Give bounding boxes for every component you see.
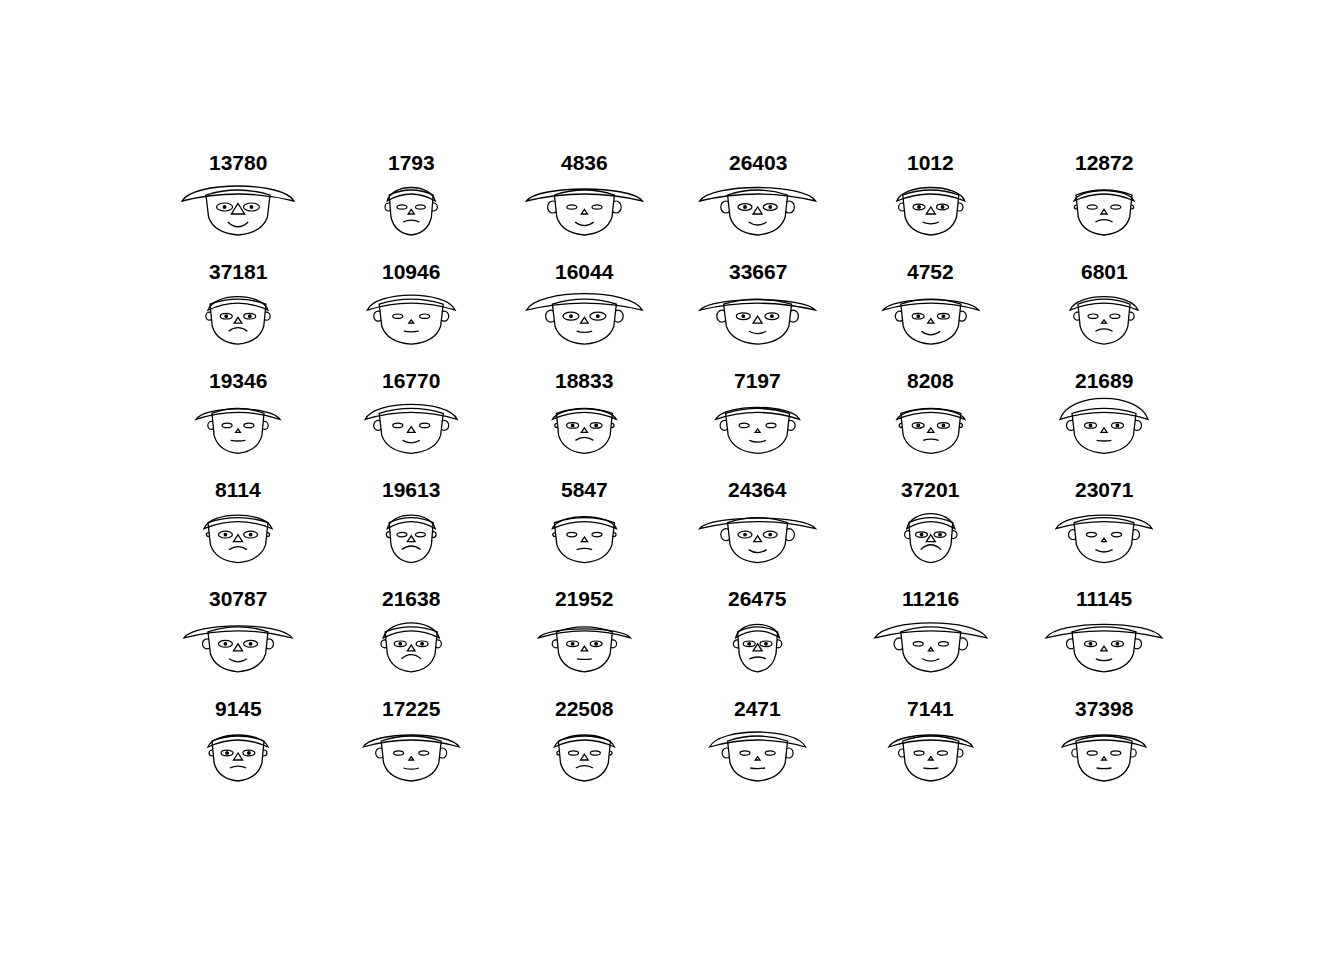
svg-text:17225: 17225 [382,697,441,720]
svg-text:18833: 18833 [555,369,613,392]
svg-text:6801: 6801 [1081,260,1128,283]
svg-text:37201: 37201 [901,478,960,501]
svg-text:22508: 22508 [555,697,614,720]
svg-text:11216: 11216 [902,587,959,610]
svg-text:26403: 26403 [729,151,787,174]
svg-text:7141: 7141 [907,697,954,720]
svg-text:12872: 12872 [1075,151,1133,174]
svg-text:26475: 26475 [728,587,787,610]
svg-text:7197: 7197 [734,369,781,392]
svg-text:1793: 1793 [388,151,435,174]
svg-text:10946: 10946 [382,260,440,283]
svg-text:23071: 23071 [1075,478,1134,501]
svg-text:16044: 16044 [555,260,614,283]
svg-text:21952: 21952 [555,587,613,610]
svg-text:19613: 19613 [382,478,440,501]
svg-text:2471: 2471 [734,697,781,720]
svg-text:37181: 37181 [209,260,268,283]
svg-text:8114: 8114 [215,478,261,501]
svg-text:4836: 4836 [561,151,608,174]
svg-text:11145: 11145 [1076,587,1132,610]
svg-text:37398: 37398 [1075,697,1134,720]
svg-text:5847: 5847 [561,478,608,501]
svg-text:16770: 16770 [382,369,440,392]
svg-text:21638: 21638 [382,587,441,610]
svg-text:30787: 30787 [209,587,267,610]
svg-text:1012: 1012 [907,151,954,174]
svg-text:19346: 19346 [209,369,267,392]
svg-text:21689: 21689 [1075,369,1133,392]
svg-text:8208: 8208 [907,369,954,392]
svg-text:24364: 24364 [728,478,787,501]
svg-text:13780: 13780 [209,151,267,174]
svg-text:9145: 9145 [215,697,262,720]
svg-text:4752: 4752 [907,260,954,283]
svg-text:33667: 33667 [729,260,787,283]
